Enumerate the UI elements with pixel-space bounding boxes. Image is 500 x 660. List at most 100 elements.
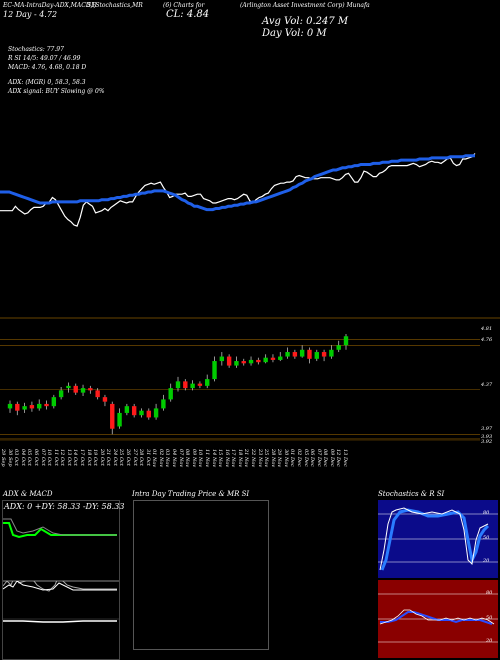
candle-body [80, 388, 86, 393]
close-label: CL: 4.84 [166, 9, 210, 20]
candle-body [44, 403, 49, 407]
price-label-4: 3.97 [481, 426, 493, 432]
intraday-panel-title: Intra Day Trading Price & MR SI [132, 490, 250, 498]
date-label: 23 Nov [256, 449, 263, 468]
candle-body [343, 336, 349, 346]
date-label: 27 Oct [131, 449, 138, 466]
date-label: 15 Nov [217, 449, 223, 468]
date-label: 13 Dec [342, 449, 348, 467]
candle-body [183, 381, 188, 389]
candle-body [329, 349, 334, 357]
intraday-panel [133, 500, 269, 650]
candle-body [175, 381, 181, 389]
date-label: 13 Oct [65, 449, 72, 466]
adx-signal-readout: ADX signal: BUY Slowing @ 0% [8, 88, 105, 95]
candle-body [58, 390, 64, 398]
adx-readout: ADX: (MGR) 0, 58.3, 58.3 [8, 79, 86, 86]
stoch-tick-20: 20 [483, 558, 490, 564]
header-charts-for: (6) Charts for [163, 2, 205, 9]
date-label: 14 Oct [72, 449, 79, 466]
close-price-line [0, 153, 476, 227]
date-label: 10 Nov [197, 449, 204, 468]
date-label: 06 Oct [32, 449, 39, 466]
price-label-5: 3.93 [481, 434, 493, 440]
price-label-6: 3.92 [481, 439, 493, 445]
date-axis: 29 Sep 30 Sep 03 Oct 04 Oct 05 Oct 06 Oct 07 O… [0, 449, 480, 485]
avg-vol-label: Avg Vol: 0.247 M [262, 16, 349, 27]
date-label: 29 Nov [276, 449, 283, 468]
date-label: 11 Nov [203, 449, 210, 468]
date-label: 03 Oct [13, 449, 20, 466]
candle-body [197, 383, 203, 386]
candle-body [7, 403, 13, 409]
date-label: 01 Dec [289, 449, 296, 467]
adx-panel: ADX: 0 +DY: 58.33 -DY: 58.33 [2, 500, 124, 582]
price-label-3: 4.37 [481, 382, 493, 388]
candle-body [37, 403, 42, 409]
candle-body [168, 388, 173, 400]
macd-lines [3, 581, 119, 623]
stochastics-lines [378, 507, 498, 571]
candle-body [66, 385, 71, 389]
candle-body [117, 412, 122, 427]
date-label: 26 Oct [125, 449, 131, 466]
date-label: 24 Oct [111, 449, 118, 466]
date-label: 05 Oct [26, 449, 33, 466]
date-label: 31 Oct [144, 449, 151, 466]
date-label: 21 Oct [105, 449, 112, 466]
candle-body [190, 383, 195, 389]
candle-body [29, 405, 35, 409]
candle-body [292, 352, 298, 357]
date-label: 17 Nov [230, 449, 237, 468]
candle-body [299, 349, 305, 357]
adx-lines [3, 518, 117, 539]
date-label: 20 Oct [98, 449, 105, 466]
candle-body [321, 352, 327, 357]
date-label: 11 Oct [52, 449, 59, 466]
header-company: (Arlington Asset Investment Corp) Munafa [240, 2, 370, 9]
date-label: 25 Oct [118, 449, 125, 466]
candle-body [336, 345, 341, 350]
date-label: 05 Dec [302, 449, 309, 467]
date-label: 07 Nov [177, 449, 184, 468]
stochastics-readout: Stochastics: 77.97 [8, 46, 64, 53]
date-label: 30 Nov [282, 449, 289, 468]
date-label: 18 Oct [85, 449, 92, 466]
price-label-2: 4.76 [481, 337, 493, 343]
date-label: 09 Dec [328, 449, 335, 467]
stochastics-panel: 80 50 20 [378, 500, 498, 578]
date-label: 22 Nov [249, 449, 256, 468]
price-label-1: 4.81 [481, 326, 493, 332]
date-label: 06 Dec [309, 449, 316, 467]
date-label: 02 Dec [296, 449, 302, 467]
candle-body [278, 356, 283, 360]
candle-body [22, 406, 27, 410]
date-label: 30 Sep [6, 449, 13, 467]
header-studies: EC-MA-IntraDay-ADX,MACD,R [3, 2, 97, 9]
adx-panel-title: ADX & MACD [3, 490, 53, 498]
date-label: 08 Nov [184, 449, 191, 468]
candle-body [263, 357, 268, 363]
candle-body [51, 397, 57, 407]
candle-body [153, 408, 159, 418]
date-label: 21 Nov [243, 449, 250, 468]
candle-body [146, 410, 151, 418]
candle-body [161, 399, 166, 409]
macd-panel [2, 580, 120, 660]
candle-body [15, 403, 20, 411]
date-label: 16 Nov [223, 449, 230, 468]
date-label: 03 Nov [164, 449, 171, 468]
rsi-panel: 80 50 20 [378, 580, 498, 658]
candle-body [139, 410, 144, 416]
header-studies-b: SI,Stochastics,MR [87, 2, 143, 9]
date-label: 01 Nov [151, 449, 158, 468]
date-label: 25 Nov [263, 449, 270, 468]
candle-body [234, 361, 239, 366]
candle-body [270, 357, 276, 360]
candle-body [88, 388, 93, 391]
adx-values: ADX: 0 +DY: 58.33 -DY: 58.33 [4, 502, 125, 511]
date-label: 18 Nov [236, 449, 243, 468]
stoch-tick-80: 80 [483, 510, 490, 516]
candle-body [124, 406, 130, 413]
header-studies-a: EC-MA-IntraDay-ADX,MACD,R [3, 2, 97, 9]
